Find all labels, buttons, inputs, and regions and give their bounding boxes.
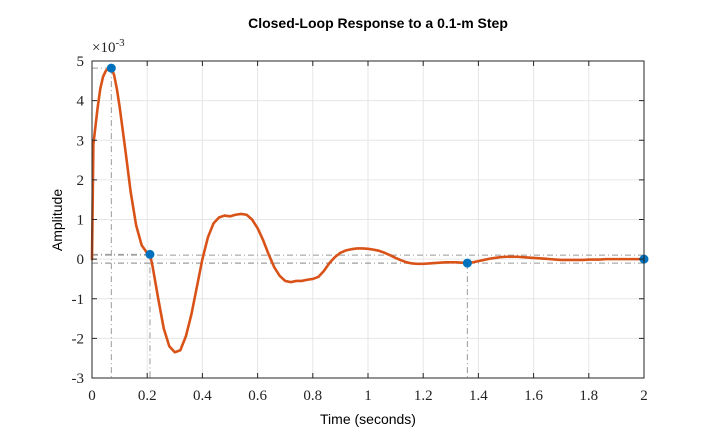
x-tick-label-5: 1 (364, 388, 372, 404)
y-tick-label-6: 3 (77, 133, 85, 149)
y-tick-label-8: 5 (77, 54, 85, 70)
data-marker-2 (462, 258, 472, 268)
grid (92, 61, 644, 378)
x-tick-label-3: 0.6 (248, 388, 267, 404)
y-tick-label-1: -2 (72, 331, 85, 347)
marker-layer (106, 63, 649, 268)
data-marker-0 (106, 63, 116, 73)
x-tick-label-7: 1.4 (469, 388, 488, 404)
x-tick-label-6: 1.2 (414, 388, 433, 404)
y-exponent-base: ×10 (92, 40, 115, 56)
x-tick-label-2: 0.4 (193, 388, 212, 404)
y-tick-label-4: 1 (77, 213, 85, 229)
x-tick-label-0: 0 (88, 388, 96, 404)
y-axis-label: Amplitude (49, 189, 65, 251)
y-tick-label-5: 2 (77, 173, 85, 189)
x-tick-label-9: 1.8 (579, 388, 598, 404)
y-ticks: -3 -2 -1 0 1 2 3 4 5 (72, 54, 644, 387)
y-exponent-label: ×10-3 (92, 37, 125, 56)
y-tick-label-3: 0 (77, 252, 85, 268)
x-axis-label: Time (seconds) (320, 411, 416, 427)
x-tick-label-8: 1.6 (524, 388, 543, 404)
reference-lines (92, 67, 644, 378)
y-tick-label-0: -3 (72, 371, 85, 387)
x-ticks: 0 0.2 0.4 0.6 0.8 1 1.2 1.4 1.6 1.8 2 (88, 61, 648, 404)
y-exponent-power: -3 (115, 37, 125, 49)
y-tick-label-2: -1 (72, 292, 85, 308)
chart-title: Closed-Loop Response to a 0.1-m Step (248, 15, 508, 31)
series-layer (90, 66, 646, 354)
data-marker-1 (145, 249, 155, 259)
x-tick-label-1: 0.2 (138, 388, 157, 404)
x-tick-label-10: 2 (640, 388, 648, 404)
x-tick-label-4: 0.8 (303, 388, 322, 404)
series-line-0 (90, 66, 646, 354)
y-tick-label-7: 4 (77, 94, 85, 110)
